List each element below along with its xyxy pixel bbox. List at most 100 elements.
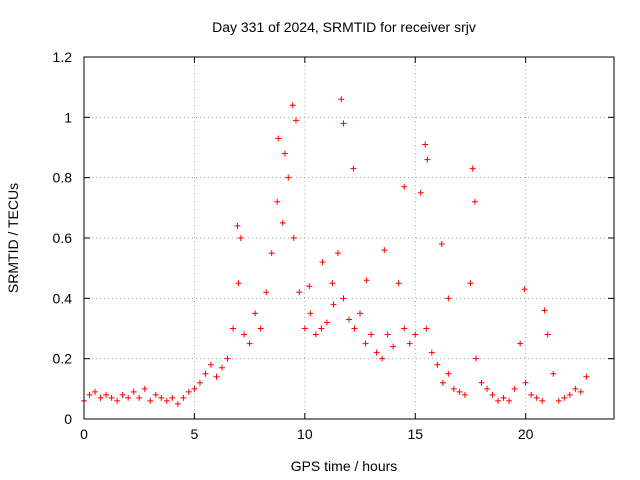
data-point xyxy=(422,141,429,148)
x-tick-label: 15 xyxy=(407,426,423,442)
data-point xyxy=(340,295,347,302)
data-point xyxy=(434,361,441,368)
data-point xyxy=(323,319,330,326)
data-point xyxy=(439,379,446,386)
data-point xyxy=(285,174,292,181)
data-point xyxy=(528,391,535,398)
data-point xyxy=(541,307,548,314)
data-point xyxy=(472,355,479,362)
data-point xyxy=(424,156,431,163)
data-point xyxy=(381,247,388,254)
data-point xyxy=(130,388,137,395)
data-point xyxy=(329,280,336,287)
data-point xyxy=(495,397,502,404)
data-point xyxy=(544,331,551,338)
data-point xyxy=(406,340,413,347)
data-point xyxy=(202,370,209,377)
data-point xyxy=(252,310,259,317)
y-tick-label: 1.2 xyxy=(53,49,73,65)
data-point xyxy=(334,250,341,257)
y-tick-label: 0 xyxy=(64,411,72,427)
data-point xyxy=(521,286,528,293)
data-point xyxy=(517,340,524,347)
data-point xyxy=(230,325,237,332)
grid-lines xyxy=(84,57,614,419)
data-point xyxy=(412,331,419,338)
data-point xyxy=(103,391,110,398)
data-point xyxy=(577,388,584,395)
data-point xyxy=(296,289,303,296)
data-point xyxy=(384,331,391,338)
data-point xyxy=(301,325,308,332)
x-tick-labels: 0 5 10 15 20 xyxy=(80,426,534,442)
data-point xyxy=(572,385,579,392)
data-point xyxy=(484,385,491,392)
data-point xyxy=(219,364,226,371)
data-point xyxy=(268,250,275,257)
data-point xyxy=(379,355,386,362)
y-axis-label: SRMTID / TECUs xyxy=(5,183,21,293)
data-point xyxy=(319,259,326,266)
data-point xyxy=(147,397,154,404)
data-point xyxy=(125,394,132,401)
x-tick-label: 20 xyxy=(518,426,534,442)
data-point xyxy=(119,391,126,398)
data-point xyxy=(306,283,313,290)
data-point xyxy=(136,394,143,401)
data-point xyxy=(207,361,214,368)
data-point xyxy=(289,102,296,109)
data-point xyxy=(350,165,357,172)
data-point xyxy=(293,117,299,124)
y-tick-label: 0.4 xyxy=(53,290,73,306)
data-point xyxy=(246,340,253,347)
data-point xyxy=(390,343,397,350)
data-point xyxy=(152,391,159,398)
data-point xyxy=(234,222,241,229)
data-point xyxy=(307,310,314,317)
data-point xyxy=(357,310,364,317)
data-point xyxy=(180,394,187,401)
data-point xyxy=(566,391,573,398)
y-tick-labels: 0 0.2 0.4 0.6 0.8 1 1.2 xyxy=(53,49,73,427)
data-point xyxy=(237,235,244,241)
data-point xyxy=(174,400,181,407)
data-point xyxy=(235,280,242,287)
y-tick-label: 0.6 xyxy=(53,230,73,246)
data-point xyxy=(318,325,325,332)
data-point xyxy=(224,355,231,362)
data-point xyxy=(338,96,345,103)
data-point xyxy=(340,120,347,127)
data-point xyxy=(489,391,496,398)
data-point xyxy=(257,325,264,332)
data-points xyxy=(81,96,590,407)
data-point xyxy=(423,325,430,332)
data-point xyxy=(362,340,369,347)
data-point xyxy=(550,370,557,377)
data-point xyxy=(279,219,286,226)
data-point xyxy=(191,385,198,392)
data-point xyxy=(471,198,478,205)
data-point xyxy=(274,198,281,205)
data-point xyxy=(368,331,375,338)
data-point xyxy=(395,280,402,287)
data-point xyxy=(346,316,352,323)
data-point xyxy=(373,349,380,356)
y-tick-label: 0.8 xyxy=(53,170,73,186)
data-point xyxy=(213,373,220,380)
data-point xyxy=(114,397,121,404)
y-tick-label: 0.2 xyxy=(53,351,73,367)
data-point xyxy=(158,394,165,401)
data-point xyxy=(445,295,452,302)
data-point xyxy=(438,241,445,248)
data-point xyxy=(469,165,476,172)
chart-title: Day 331 of 2024, SRMTID for receiver srj… xyxy=(212,19,476,35)
data-point xyxy=(108,394,115,401)
data-point xyxy=(506,397,513,404)
data-point xyxy=(445,370,452,377)
data-point xyxy=(500,394,507,401)
data-point xyxy=(263,289,270,296)
data-point xyxy=(92,388,99,395)
data-point xyxy=(312,331,319,338)
data-point xyxy=(522,379,529,386)
data-point xyxy=(275,135,282,142)
